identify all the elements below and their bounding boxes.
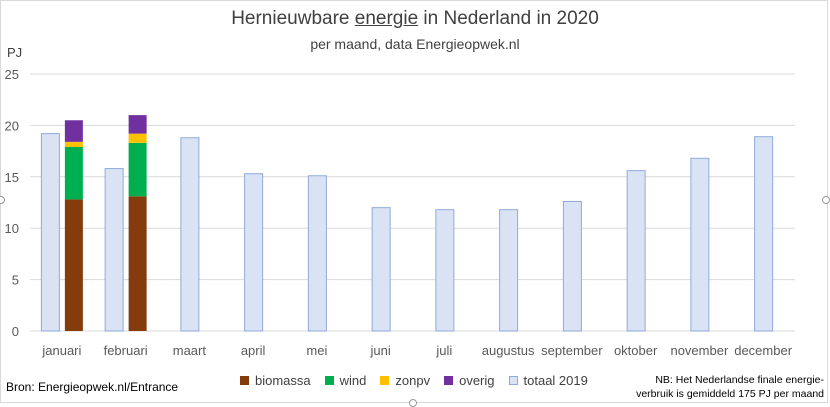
title-part-2: in Nederland in 2020 bbox=[418, 8, 599, 29]
chart-title: Hernieuwbare energie in Nederland in 202… bbox=[0, 8, 830, 30]
x-tick-label: november bbox=[670, 343, 728, 358]
y-tick-label: 25 bbox=[5, 67, 19, 82]
bar-totaal-2019 bbox=[244, 173, 264, 332]
bar-overig bbox=[128, 115, 147, 134]
x-tick-label: oktober bbox=[614, 343, 658, 358]
y-tick-label: 15 bbox=[5, 170, 19, 185]
x-tick-label: augustus bbox=[482, 343, 535, 358]
x-tick-label: januari bbox=[41, 343, 81, 358]
bar-biomassa bbox=[64, 199, 83, 331]
x-tick-label: december bbox=[734, 343, 792, 358]
legend-label: totaal 2019 bbox=[523, 373, 588, 388]
legend-label: biomassa bbox=[255, 373, 311, 388]
footnote-line-1: NB: Het Nederlandse finale energie- bbox=[655, 374, 824, 386]
chart-legend: biomassa wind zonpv overig totaal 2019 bbox=[240, 373, 588, 388]
bar-wind bbox=[64, 146, 83, 200]
chart-subtitle: per maand, data Energieopwek.nl bbox=[310, 36, 520, 52]
legend-swatch bbox=[444, 376, 454, 385]
x-tick-label: juli bbox=[435, 343, 452, 358]
x-tick-label: juni bbox=[370, 343, 391, 358]
footnote-line-2: verbruik is gemiddeld 175 PJ per maand bbox=[636, 388, 824, 400]
bar-totaal-2019 bbox=[307, 175, 327, 332]
resize-handle-bottom[interactable] bbox=[409, 399, 417, 407]
legend-item: wind bbox=[324, 373, 367, 388]
x-tick-label: mei bbox=[306, 343, 327, 358]
bar-totaal-2019 bbox=[180, 137, 200, 332]
x-tick-label: april bbox=[241, 343, 266, 358]
resize-handle-right[interactable] bbox=[822, 196, 830, 204]
x-tick-label: maart bbox=[173, 343, 207, 358]
bar-biomassa bbox=[128, 196, 147, 331]
bar-totaal-2019 bbox=[104, 168, 124, 332]
legend-item: biomassa bbox=[240, 373, 311, 388]
bar-overig bbox=[64, 120, 83, 142]
legend-item: totaal 2019 bbox=[508, 373, 588, 388]
legend-swatch bbox=[240, 376, 249, 385]
footnote: NB: Het Nederlandse finale energie- verb… bbox=[636, 373, 824, 401]
legend-label: wind bbox=[339, 373, 367, 388]
bar-totaal-2019 bbox=[690, 157, 710, 332]
bar-totaal-2019 bbox=[435, 209, 455, 332]
y-tick-label: 20 bbox=[5, 118, 19, 133]
legend-item: overig bbox=[444, 373, 495, 388]
resize-handle-left[interactable] bbox=[0, 196, 5, 204]
legend-item: zonpv bbox=[380, 373, 430, 388]
title-underlined-word: energie bbox=[354, 8, 419, 29]
y-tick-label: 10 bbox=[5, 221, 19, 236]
x-tick-label: september bbox=[541, 343, 603, 358]
bar-totaal-2019 bbox=[499, 209, 519, 332]
y-tick-label: 0 bbox=[12, 324, 19, 339]
bar-totaal-2019 bbox=[626, 170, 646, 332]
bar-wind bbox=[128, 142, 147, 197]
title-part-1: Hernieuwbare bbox=[231, 8, 355, 29]
bar-zonpv bbox=[64, 141, 83, 147]
x-tick-label: februari bbox=[104, 343, 148, 358]
source-text: Bron: Energieopwek.nl/Entrance bbox=[6, 380, 179, 394]
bar-totaal-2019 bbox=[754, 136, 774, 332]
y-tick-label: 5 bbox=[12, 273, 19, 288]
bar-zonpv bbox=[128, 133, 147, 143]
legend-label: overig bbox=[459, 373, 495, 388]
chart-header: Hernieuwbare energie in Nederland in 202… bbox=[0, 8, 830, 52]
legend-swatch bbox=[324, 376, 334, 385]
legend-swatch bbox=[508, 376, 518, 385]
legend-label: zonpv bbox=[395, 373, 431, 388]
bar-totaal-2019 bbox=[371, 207, 391, 332]
bar-totaal-2019 bbox=[40, 133, 60, 332]
y-axis-unit: PJ bbox=[7, 45, 23, 60]
bar-totaal-2019 bbox=[562, 200, 582, 332]
legend-swatch bbox=[380, 376, 390, 385]
